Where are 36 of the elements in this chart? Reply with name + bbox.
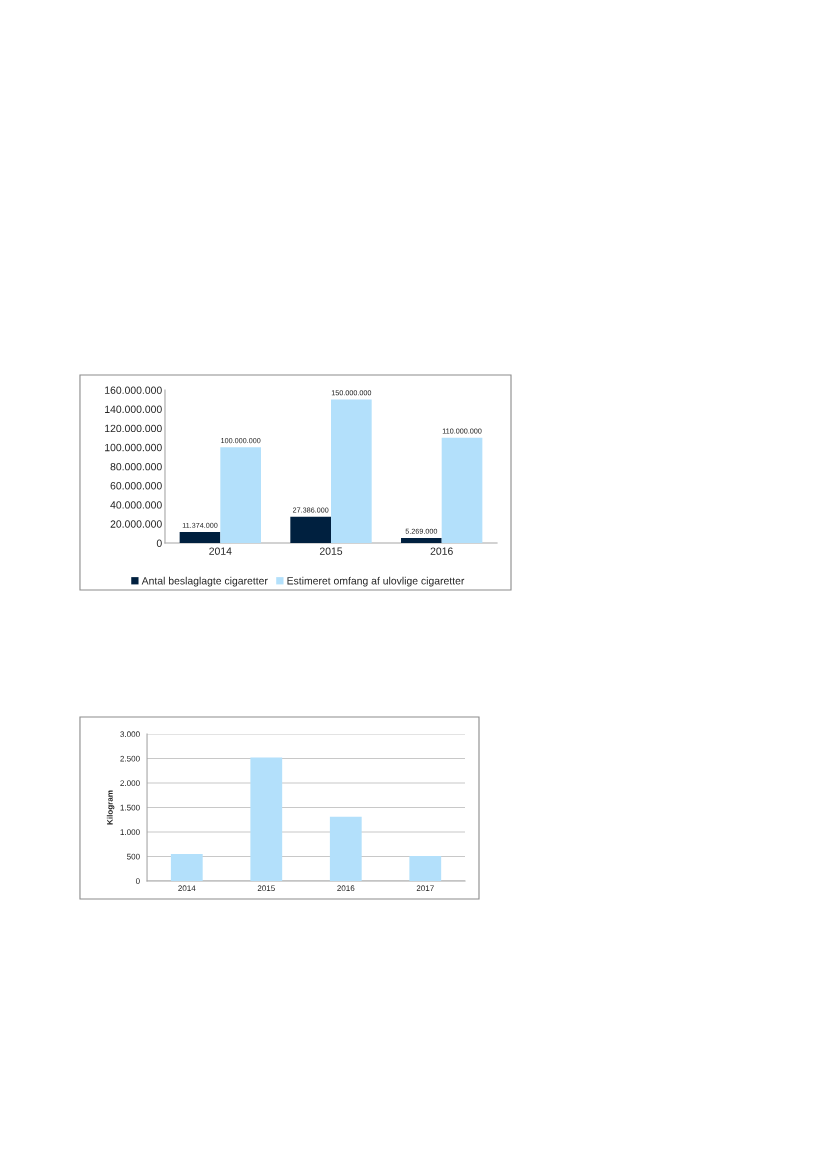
y-tick-label: 140.000.000	[105, 405, 162, 413]
legend-label: Estimeret omfang af ulovlige cigaretter	[287, 576, 465, 587]
bar	[441, 437, 483, 543]
y-axis-title: Kilogram	[106, 790, 115, 825]
bar	[329, 816, 362, 881]
bar	[331, 399, 372, 543]
y-tick-label: 120.000.000	[105, 424, 162, 433]
y-tick-label: 1.000	[120, 829, 140, 835]
x-tick-label: 2014	[209, 547, 232, 555]
y-tick-label: 20.000.000	[110, 520, 162, 528]
y-tick-label: 100.000.000	[105, 443, 162, 452]
x-tick-label: 2017	[416, 885, 434, 892]
y-tick-label: 2.500	[120, 755, 140, 762]
bar	[401, 537, 442, 543]
y-tick-label: 40.000.000	[110, 501, 162, 509]
bar	[290, 516, 332, 543]
legend-label: Antal beslaglagte cigaretter	[141, 576, 268, 587]
y-tick-label: 80.000.000	[110, 462, 162, 471]
y-tick-label: 60.000.000	[110, 482, 162, 490]
y-tick-label: 2.000	[120, 780, 140, 786]
y-tick-label: 0	[156, 539, 162, 547]
bar	[170, 854, 203, 881]
bar	[220, 447, 261, 543]
y-tick-label: 1.500	[120, 804, 140, 811]
y-tick-label: 0	[135, 878, 140, 884]
bar	[409, 855, 442, 881]
y-tick-label: 160.000.000	[105, 386, 162, 394]
x-tick-label: 2015	[319, 547, 343, 555]
y-tick-label: 500	[126, 853, 140, 860]
y-tick-label: 3.000	[120, 731, 140, 738]
x-tick-label: 2015	[257, 885, 275, 892]
bar	[250, 757, 283, 881]
x-tick-label: 2016	[337, 885, 355, 892]
bar	[179, 532, 221, 543]
x-tick-label: 2016	[430, 547, 453, 555]
x-tick-label: 2014	[178, 885, 196, 892]
